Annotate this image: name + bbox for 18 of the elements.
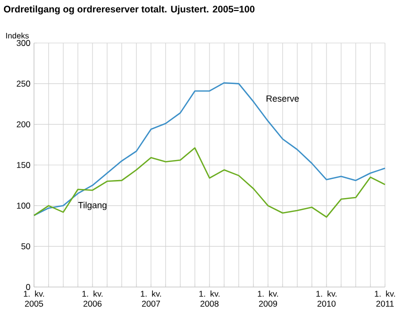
chart-title: Ordretilgang og ordrereserver totalt. Ujustert. 2005=100	[4, 6, 254, 14]
y-tick-label: 100	[16, 202, 30, 209]
series-label: Tilgang	[78, 202, 106, 210]
series-label: Reserve	[266, 95, 299, 102]
x-tick-label: 1. kv. 2007	[140, 290, 161, 307]
x-tick-label: 1. kv. 2011	[374, 290, 395, 307]
x-tick-label: 1. kv. 2010	[316, 290, 336, 307]
line-series	[33, 147, 386, 218]
x-tick-label: 1. kv. 2008	[199, 290, 220, 307]
y-tick-label: 300	[16, 40, 30, 46]
x-tick-label: 1. kv. 2006	[82, 290, 102, 307]
y-tick-label: 50	[21, 243, 30, 250]
x-tick-label: 1. kv. 2005	[24, 290, 44, 307]
y-tick-label: 0	[26, 284, 30, 290]
y-tick-label: 200	[16, 121, 30, 128]
y-tick-label: 150	[16, 162, 30, 168]
y-tick-label: 250	[16, 80, 30, 87]
x-tick-label: 1. kv. 2009	[258, 290, 278, 307]
